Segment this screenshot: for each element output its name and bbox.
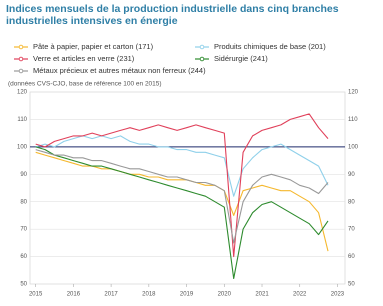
legend-marker — [18, 56, 24, 62]
chart-title: Indices mensuels de la production indust… — [6, 3, 339, 27]
y2-tick-label: 80 — [348, 199, 355, 205]
series-line — [35, 146, 329, 280]
subtitle: (données CVS-CJO, base de référence 100 … — [8, 81, 162, 88]
series-line — [35, 149, 329, 244]
y2-tick-label: 70 — [348, 227, 355, 233]
series-line — [35, 151, 329, 252]
legend-label: Produits chimiques de base (201) — [214, 42, 326, 51]
legend-label: Métaux précieux et autres métaux non fer… — [33, 66, 206, 75]
x-tick-label: 2021 — [255, 292, 269, 298]
y2-tick-label: 110 — [348, 117, 358, 123]
y-tick-label: 60 — [20, 254, 27, 260]
plot-frame — [29, 91, 346, 285]
y2-tick-label: 100 — [348, 144, 359, 150]
legend-marker — [18, 44, 24, 50]
y-tick-label: 80 — [20, 199, 27, 205]
x-tick-label: 2015 — [29, 292, 43, 298]
legend-label: Pâte à papier, papier et carton (171) — [33, 42, 154, 51]
legend-marker — [18, 68, 24, 74]
x-tick-label: 2023 — [331, 292, 345, 298]
series-line — [35, 135, 329, 197]
legend-label: Sidérurgie (241) — [214, 54, 268, 63]
y-tick-label: 120 — [17, 90, 28, 96]
x-tick-label: 2022 — [293, 292, 307, 298]
y-tick-label: 70 — [20, 227, 27, 233]
x-tick-label: 2018 — [142, 292, 156, 298]
y-tick-label: 110 — [17, 117, 27, 123]
y2-tick-label: 50 — [348, 282, 355, 288]
legend-marker — [199, 56, 205, 62]
x-tick-label: 2017 — [104, 292, 118, 298]
y-tick-label: 90 — [20, 172, 27, 178]
y2-tick-label: 120 — [348, 90, 359, 96]
y-tick-label: 100 — [17, 144, 28, 150]
y2-tick-label: 60 — [348, 254, 355, 260]
series-line — [35, 113, 329, 258]
legend-marker — [199, 44, 205, 50]
y2-tick-label: 90 — [348, 172, 355, 178]
y-tick-label: 50 — [20, 282, 27, 288]
x-tick-label: 2019 — [180, 292, 194, 298]
x-tick-label: 2016 — [67, 292, 81, 298]
legend-label: Verre et articles en verre (231) — [33, 54, 135, 63]
x-tick-label: 2020 — [218, 292, 232, 298]
